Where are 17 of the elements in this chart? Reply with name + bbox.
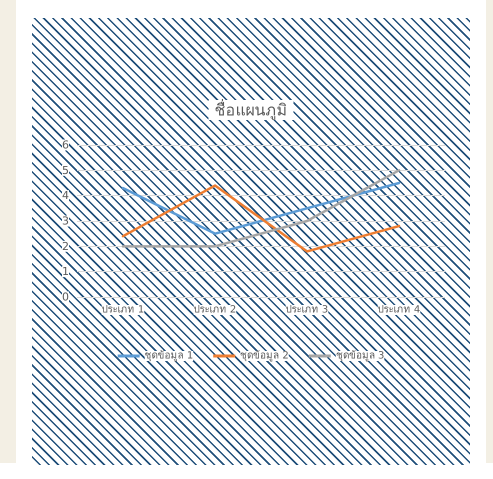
y-tick-label: 5 <box>62 164 69 177</box>
x-tick-label: ประเภท 1 <box>102 304 144 316</box>
y-tick-label: 1 <box>62 265 69 278</box>
y-tick-label: 0 <box>62 290 69 304</box>
y-tick-label: 4 <box>62 189 69 202</box>
line-series <box>122 184 400 253</box>
x-tick-label: ประเภท 2 <box>194 304 236 316</box>
y-tick-label: 2 <box>62 240 69 253</box>
legend-label: ชุดข้อมูล 3 <box>336 350 384 362</box>
y-tick-label: 6 <box>62 138 69 152</box>
legend-label: ชุดข้อมูล 1 <box>144 350 194 362</box>
line-series <box>122 182 400 235</box>
x-tick-label: ประเภท 3 <box>286 304 328 316</box>
x-tick-label: ประเภท 4 <box>378 304 420 316</box>
chart-title: ชื่อแผนภูมิ <box>214 98 288 120</box>
legend-label: ชุดข้อมูล 2 <box>240 350 289 362</box>
y-tick-label: 3 <box>62 214 69 228</box>
